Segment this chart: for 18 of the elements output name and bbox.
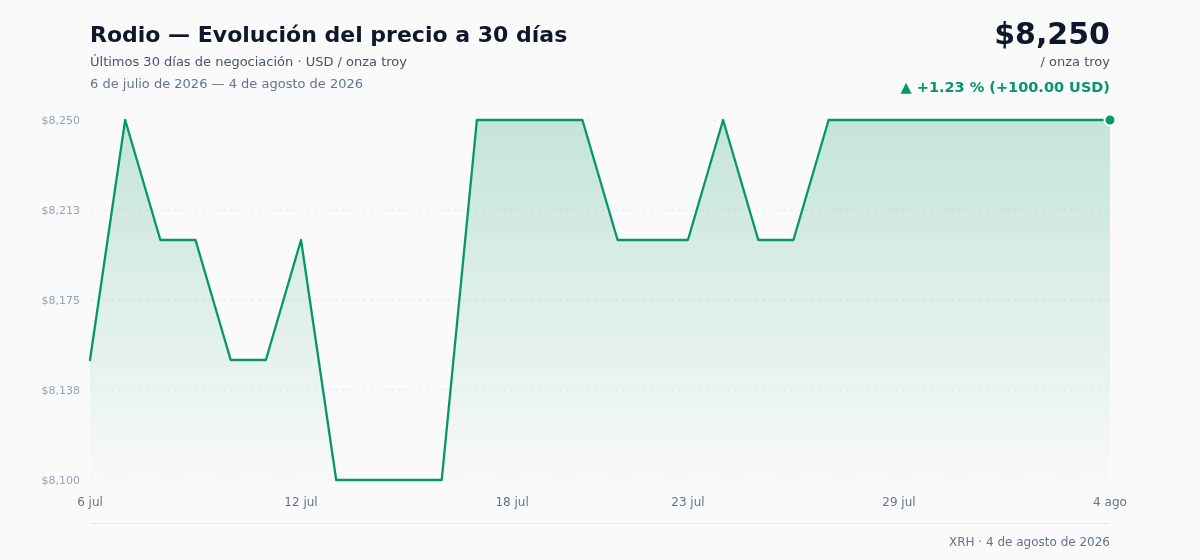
x-tick-label: 6 jul [77, 495, 103, 509]
x-tick-label: 23 jul [671, 495, 705, 509]
y-tick-label: $8,175 [41, 293, 80, 307]
y-tick-label: $8,138 [41, 383, 80, 397]
y-tick-label: $8,250 [41, 113, 80, 127]
text: 6 de julio de 2026 — 4 de agosto de 2026 [90, 76, 364, 91]
x-tick-label: 4 ago [1093, 495, 1127, 509]
chart-title: Rodio — Evolución del precio a 30 días [90, 22, 568, 47]
text: $8,250 [994, 16, 1110, 51]
x-tick-label: 18 jul [495, 495, 529, 509]
y-tick-label: $8,100 [41, 473, 80, 487]
text: / onza troy [1040, 54, 1111, 69]
x-tick-label: 12 jul [284, 495, 318, 509]
chart-subtitle: Últimos 30 días de negociación · USD / onza troy [90, 54, 408, 69]
x-tick-label: 29 jul [882, 495, 916, 509]
text: XRH · 4 de agosto de 2026 [948, 535, 1110, 549]
text: ▲ +1.23 % (+100.00 USD) [900, 79, 1110, 95]
y-tick-label: $8,213 [41, 203, 80, 217]
